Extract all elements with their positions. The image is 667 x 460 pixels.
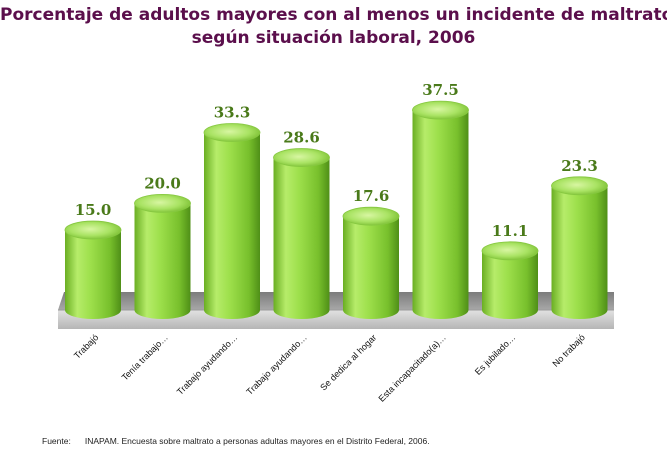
value-label: 33.3 [214,104,251,122]
bar-3 [203,123,261,319]
bar-7 [481,241,539,319]
bar-cap [273,148,330,167]
category-label: Esta incapacitado(a)… [376,332,447,403]
value-label: 11.1 [492,222,529,240]
bar-cap [203,123,261,142]
bars-group [64,100,608,320]
chart-title: Porcentaje de adultos mayores con al men… [0,4,667,50]
category-label: Se dedica al hogar [318,332,378,392]
bar-cap [551,176,608,196]
plot-floor [58,292,614,329]
value-label: 20.0 [144,174,181,192]
bar-2 [134,193,191,320]
bar-6 [412,100,469,320]
category-label: Es jubilado… [473,332,518,377]
chart-title-line1: Porcentaje de adultos mayores con al men… [0,5,667,25]
value-label: 15.0 [75,201,112,219]
value-label: 28.6 [283,129,320,147]
floor-top [58,292,614,310]
bar-body [65,230,121,319]
category-label: Tenía trabajo… [120,332,170,382]
category-label: No trabajó [550,332,586,368]
bar-body [343,216,399,319]
category-label: Trabajo ayudando… [175,332,240,397]
bar-body [551,185,608,320]
bar-8 [551,176,608,320]
value-label: 17.6 [353,187,390,205]
bar-body [482,250,538,319]
floor-front [58,310,614,329]
category-label: Trabajo ayudando… [244,332,309,397]
bar-cap [481,241,539,261]
source-label: Fuente: [42,436,71,446]
bar-body [412,110,469,320]
bar-body [273,157,330,320]
category-label: Trabajó [72,332,100,360]
bar-cap [412,100,469,120]
category-labels-group: Trabajó Tenía trabajo… Trabajo ayudando… Tr… [72,332,587,403]
bar-1 [64,220,122,319]
source-footnote: Fuente: INAPAM. Encuesta sobre maltrato a… [42,436,430,446]
bar-4 [273,148,330,320]
value-labels-group: 15.0 20.0 33.3 28.6 17.6 37.5 11.1 23.3 [75,81,598,240]
bar-body [134,203,191,320]
value-label: 23.3 [561,157,598,175]
chart-title-line2: según situación laboral, 2006 [191,28,476,48]
source-text: INAPAM. Encuesta sobre maltrato a person… [84,436,430,446]
bar-cap [64,220,122,240]
bar-cap [342,206,400,226]
bar-5 [342,206,400,319]
bar-cap [134,193,191,213]
bar-body [204,132,260,319]
value-label: 37.5 [422,81,459,99]
